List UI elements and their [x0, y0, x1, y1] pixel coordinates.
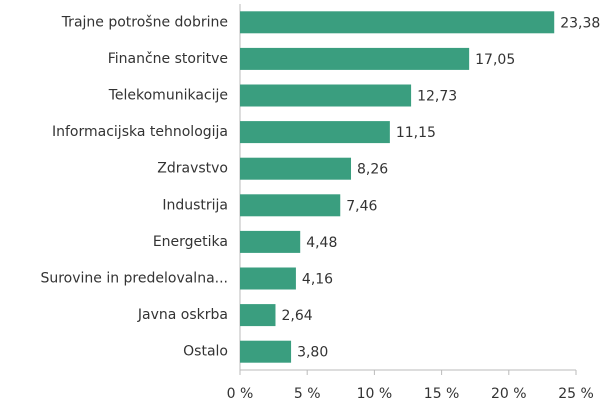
data-label: 3,80: [297, 345, 328, 361]
data-label: 2,64: [281, 308, 312, 324]
bar: [240, 11, 555, 34]
x-tick-label: 25 %: [558, 386, 594, 402]
data-label: 11,15: [396, 125, 436, 141]
data-label: 4,48: [306, 235, 337, 251]
data-label: 7,46: [346, 198, 377, 214]
bar: [240, 47, 470, 70]
y-tick-label: Finančne storitve: [108, 51, 228, 67]
x-tick-label: 15 %: [424, 386, 460, 402]
y-tick-label: Zdravstvo: [157, 161, 228, 177]
data-label: 12,73: [417, 89, 457, 105]
data-label: 17,05: [475, 52, 515, 68]
y-tick-label: Ostalo: [183, 344, 228, 360]
y-tick-label: Informacijska tehnologija: [52, 124, 228, 140]
bar: [240, 84, 412, 107]
bar: [240, 194, 341, 217]
x-tick-label: 20 %: [491, 386, 527, 402]
bar: [240, 157, 352, 180]
y-tick-label: Telekomunikacije: [108, 88, 228, 104]
data-label: 8,26: [357, 162, 388, 178]
bar: [240, 230, 301, 253]
x-tick-label: 10 %: [357, 386, 393, 402]
y-tick-label: Industrija: [162, 197, 228, 213]
y-tick-label: Trajne potrošne dobrine: [61, 14, 228, 30]
data-label: 4,16: [302, 272, 333, 288]
y-tick-label: Energetika: [153, 234, 228, 250]
data-label: 23,38: [560, 15, 600, 31]
x-tick-label: 0 %: [227, 386, 254, 402]
bar: [240, 304, 276, 327]
bar: [240, 267, 296, 290]
x-tick-label: 5 %: [294, 386, 321, 402]
y-tick-label: Surovine in predelovalna...: [40, 271, 228, 287]
y-tick-label: Javna oskrba: [137, 307, 228, 323]
bar: [240, 340, 292, 363]
bar: [240, 121, 390, 144]
